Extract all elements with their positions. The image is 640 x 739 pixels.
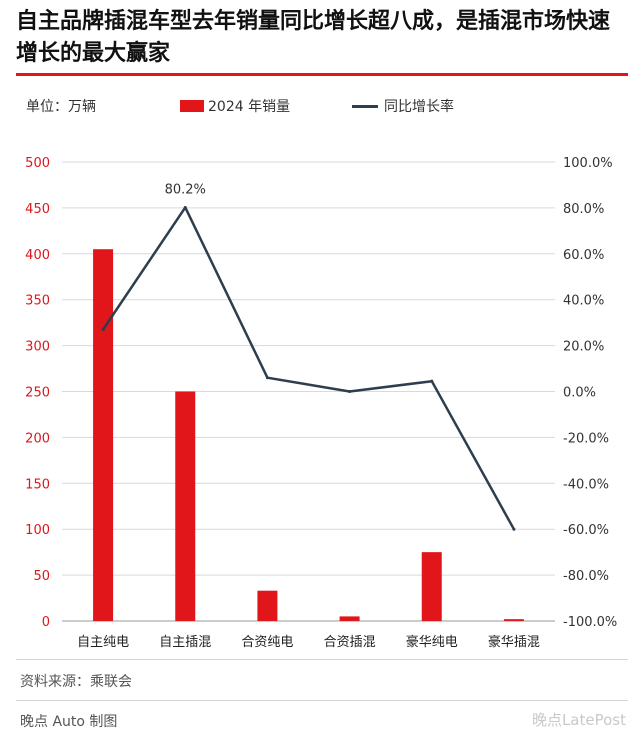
left-tick-label: 500 <box>25 156 50 171</box>
line-point <box>265 376 269 380</box>
source-note: 资料来源：乘联会 <box>20 674 132 690</box>
legend: 单位：万辆 2024 年销量 同比增长率 <box>0 96 640 116</box>
legend-label-line: 同比增长率 <box>384 99 454 115</box>
category-label: 合资纯电 <box>241 635 293 650</box>
category-label: 豪华纯电 <box>406 634 458 650</box>
bar <box>175 391 196 621</box>
left-tick-label: 250 <box>25 386 50 401</box>
line-point <box>101 328 105 332</box>
legend-item-bar: 2024 年销量 <box>180 96 290 116</box>
credit-note: 晚点 Auto 制图 <box>20 714 118 730</box>
left-tick-label: 400 <box>25 248 50 263</box>
left-tick-label: 0 <box>42 615 50 630</box>
left-tick-label: 150 <box>25 477 50 492</box>
divider-bottom <box>16 700 628 701</box>
bar <box>503 619 524 621</box>
category-label: 豪华插混 <box>488 634 540 650</box>
data-labels: 80.2% <box>165 182 206 197</box>
left-tick-label: 350 <box>25 294 50 309</box>
right-tick-label: 60.0% <box>563 248 604 263</box>
right-tick-label: -20.0% <box>563 431 609 446</box>
right-axis: -100.0% -80.0% -60.0% -40.0% -20.0% 0.0% 20.0%… <box>563 156 617 630</box>
combo-chart: 0 50 100 150 200 250 300 350 400 450 500 -100.0% -8… <box>25 156 617 650</box>
watermark-text: 晚点LatePost <box>531 711 626 729</box>
right-tick-label: -100.0% <box>563 615 617 630</box>
left-tick-label: 100 <box>25 523 50 538</box>
chart-title: 自主品牌插混车型去年销量同比增长超八成，是插混市场快速增长的最大赢家 <box>16 9 611 66</box>
unit-label: 单位：万辆 <box>26 99 96 115</box>
right-tick-label: -80.0% <box>563 569 609 584</box>
category-label: 自主插混 <box>159 635 211 650</box>
bar <box>421 552 442 621</box>
line-series <box>101 205 516 531</box>
left-axis: 0 50 100 150 200 250 300 350 400 450 500 <box>25 156 50 630</box>
right-tick-label: 20.0% <box>563 340 604 355</box>
category-axis: 自主纯电 自主插混 合资纯电 合资插混 豪华纯电 豪华插混 <box>77 634 540 650</box>
right-tick-label: 0.0% <box>563 386 596 401</box>
legend-swatch-line <box>352 104 378 108</box>
right-tick-label: -40.0% <box>563 477 609 492</box>
line-point <box>512 527 516 531</box>
right-tick-label: -60.0% <box>563 523 609 538</box>
bar <box>93 249 114 621</box>
left-tick-label: 300 <box>25 340 50 355</box>
category-label: 合资插混 <box>324 635 376 650</box>
divider-top <box>16 659 628 660</box>
category-label: 自主纯电 <box>77 635 129 650</box>
legend-item-line: 同比增长率 <box>352 96 454 116</box>
legend-label-bar: 2024 年销量 <box>208 99 291 115</box>
right-tick-label: 40.0% <box>563 294 604 309</box>
gridlines <box>62 161 555 622</box>
title-rule <box>16 73 628 76</box>
bar <box>257 590 278 621</box>
left-tick-label: 200 <box>25 431 50 446</box>
growth-line <box>102 206 515 530</box>
left-tick-label: 50 <box>33 569 50 584</box>
line-point <box>183 205 187 209</box>
line-point <box>430 379 434 383</box>
right-tick-label: 80.0% <box>563 202 604 217</box>
left-tick-label: 450 <box>25 202 50 217</box>
legend-swatch-bar <box>180 100 204 112</box>
line-point <box>348 390 352 393</box>
right-tick-label: 100.0% <box>563 156 613 171</box>
bar-series <box>93 249 524 621</box>
data-label: 80.2% <box>165 182 206 197</box>
bar <box>339 616 360 621</box>
